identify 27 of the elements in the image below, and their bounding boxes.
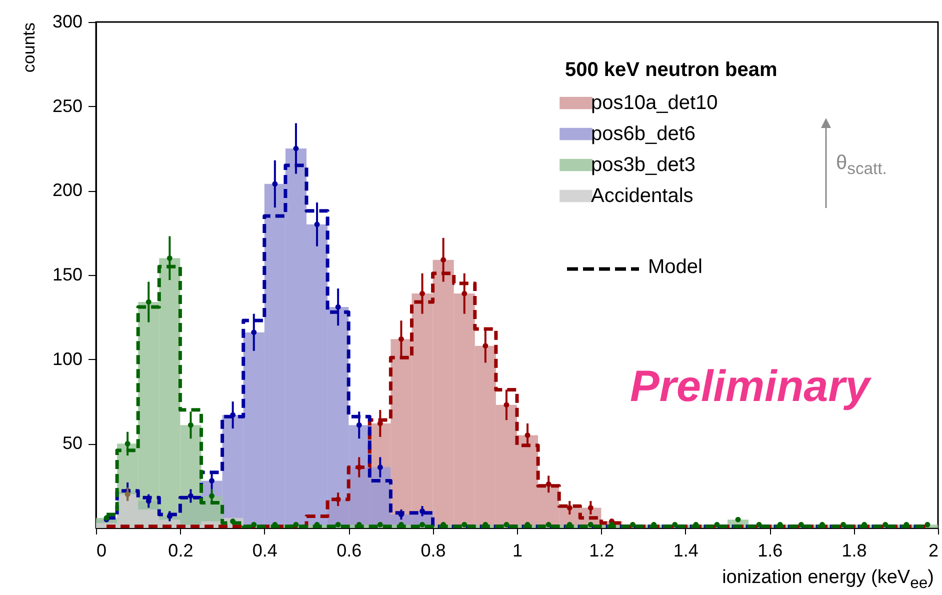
- x-tick-label: 0.8: [420, 540, 446, 560]
- x-tick-label: 0.6: [336, 540, 362, 560]
- y-tick-label: 150: [52, 264, 82, 284]
- x-tick-label: 0.4: [252, 540, 278, 560]
- legend-label: Accidentals: [591, 185, 694, 207]
- legend-label: pos3b_det3: [591, 154, 696, 176]
- y-tick-label: 100: [52, 348, 82, 369]
- legend-label: pos6b_det6: [591, 123, 696, 145]
- annotation: θ$_{scatt.}$: [836, 152, 887, 179]
- x-tick-label: 2: [928, 540, 938, 560]
- y-tick-label: 300: [52, 12, 82, 32]
- x-tick-label: 1: [512, 540, 523, 560]
- annotation: Model: [648, 256, 702, 279]
- x-tick-label: 0: [96, 540, 107, 560]
- legend-label: pos10a_det10: [591, 92, 718, 114]
- annotation: Preliminary: [630, 362, 870, 412]
- x-tick-label: 1.4: [673, 540, 698, 560]
- x-tick-label: 1.2: [589, 540, 614, 560]
- x-tick-label: 1.6: [758, 540, 783, 560]
- y-tick-label: 50: [62, 433, 82, 454]
- legend-title: 500 keV neutron beam: [565, 59, 778, 81]
- x-tick-label: 0.2: [168, 540, 194, 560]
- y-axis-title: counts: [19, 22, 38, 73]
- y-tick-label: 250: [52, 96, 82, 116]
- x-axis-title: ionization energy (keV$_{ee}$): [722, 567, 934, 593]
- x-tick-label: 1.8: [842, 540, 867, 560]
- y-tick-label: 200: [52, 180, 82, 200]
